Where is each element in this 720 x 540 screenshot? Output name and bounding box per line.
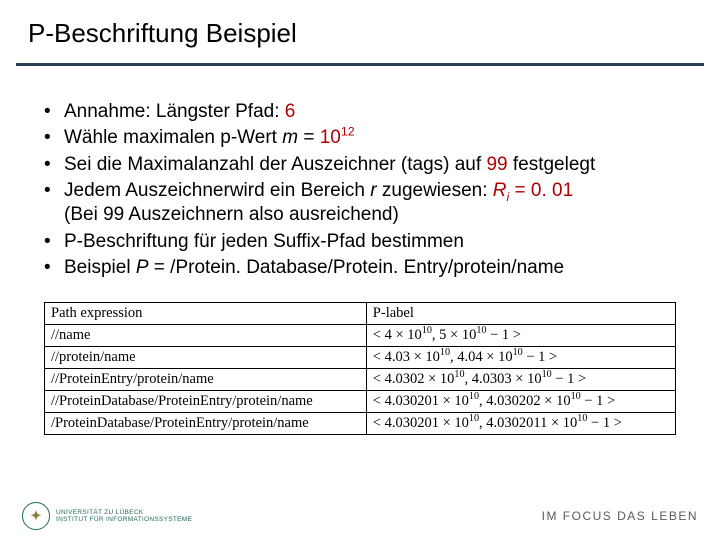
cell-label: < 4 × 1010, 5 × 1010 − 1 > [366, 325, 675, 347]
table-row: //name < 4 × 1010, 5 × 1010 − 1 > [45, 325, 676, 347]
table-row: //protein/name < 4.03 × 1010, 4.04 × 101… [45, 347, 676, 369]
b2-var: m [282, 127, 298, 148]
b4-val: 0. 01 [531, 180, 573, 201]
cell-label: < 4.0302 × 1010, 4.0303 × 1010 − 1 > [366, 369, 675, 391]
plabel-table-wrap: Path expression P-label //name < 4 × 101… [44, 302, 676, 435]
b3-post: festgelegt [508, 154, 596, 175]
logo-text: UNIVERSITÄT ZU LÜBECK INSTITUT FÜR INFOR… [56, 509, 192, 523]
bullet-3: Sei die Maximalanzahl der Auszeichner (t… [44, 153, 720, 177]
cell-path: //ProteinEntry/protein/name [45, 369, 367, 391]
table-row: /ProteinDatabase/ProteinEntry/protein/na… [45, 413, 676, 435]
cell-label: < 4.030201 × 1010, 4.030202 × 1010 − 1 > [366, 391, 675, 413]
b2-val: 1012 [320, 127, 355, 148]
b4-paren: (Bei 99 Auszeichnern also ausreichend) [64, 204, 399, 225]
cell-label: < 4.03 × 1010, 4.04 × 1010 − 1 > [366, 347, 675, 369]
b1-num: 6 [285, 101, 296, 122]
b4-R: R [493, 180, 507, 201]
b2-exp: 12 [341, 125, 355, 139]
bullet-list: Annahme: Längster Pfad: 6 Wähle maximale… [44, 100, 720, 280]
b2-eq: = [298, 127, 320, 148]
b4-pre: Jedem Auszeichnerwird ein Bereich [64, 180, 370, 201]
footer: ✦ UNIVERSITÄT ZU LÜBECK INSTITUT FÜR INF… [0, 498, 720, 540]
bullet-6: Beispiel P = /Protein. Database/Protein.… [44, 256, 720, 280]
b3-num: 99 [486, 154, 507, 175]
col-path: Path expression [45, 303, 367, 325]
cell-path: //protein/name [45, 347, 367, 369]
table-row: //ProteinEntry/protein/name < 4.0302 × 1… [45, 369, 676, 391]
table-body: //name < 4 × 1010, 5 × 1010 − 1 > //prot… [45, 325, 676, 435]
bullet-4: Jedem Auszeichnerwird ein Bereich r zuge… [44, 179, 720, 228]
bullet-1: Annahme: Längster Pfad: 6 [44, 100, 720, 124]
plabel-table: Path expression P-label //name < 4 × 101… [44, 302, 676, 435]
col-plabel: P-label [366, 303, 675, 325]
title-rule [16, 63, 704, 66]
bullet-5: P-Beschriftung für jeden Suffix-Pfad bes… [44, 230, 720, 254]
b2-pre: Wähle maximalen p-Wert [64, 127, 282, 148]
b4-eq2: = [509, 180, 531, 201]
cell-path: //name [45, 325, 367, 347]
footer-tagline: IM FOCUS DAS LEBEN [542, 509, 698, 523]
uni-line2: INSTITUT FÜR INFORMATIONSSYSTEME [56, 516, 192, 523]
table-header-row: Path expression P-label [45, 303, 676, 325]
slide-title: P-Beschriftung Beispiel [0, 18, 720, 59]
b1-text: Annahme: Längster Pfad: [64, 101, 285, 122]
uni-line1: UNIVERSITÄT ZU LÜBECK [56, 509, 192, 516]
b6-pre: Beispiel [64, 257, 136, 278]
b4-mid: zugewiesen: [377, 180, 493, 201]
b6-P: P [136, 257, 149, 278]
slide: P-Beschriftung Beispiel Annahme: Längste… [0, 0, 720, 540]
b4-ri: Ri = 0. 01 [493, 180, 573, 201]
b3-pre: Sei die Maximalanzahl der Auszeichner (t… [64, 154, 486, 175]
cell-path: /ProteinDatabase/ProteinEntry/protein/na… [45, 413, 367, 435]
cell-path: //ProteinDatabase/ProteinEntry/protein/n… [45, 391, 367, 413]
table-row: //ProteinDatabase/ProteinEntry/protein/n… [45, 391, 676, 413]
logo-seal-icon: ✦ [22, 502, 50, 530]
university-logo: ✦ UNIVERSITÄT ZU LÜBECK INSTITUT FÜR INF… [22, 502, 192, 530]
cell-label: < 4.030201 × 1010, 4.0302011 × 1010 − 1 … [366, 413, 675, 435]
b2-base: 10 [320, 127, 341, 148]
bullet-2: Wähle maximalen p-Wert m = 1012 [44, 126, 720, 150]
b6-rest: = /Protein. Database/Protein. Entry/prot… [149, 257, 565, 278]
